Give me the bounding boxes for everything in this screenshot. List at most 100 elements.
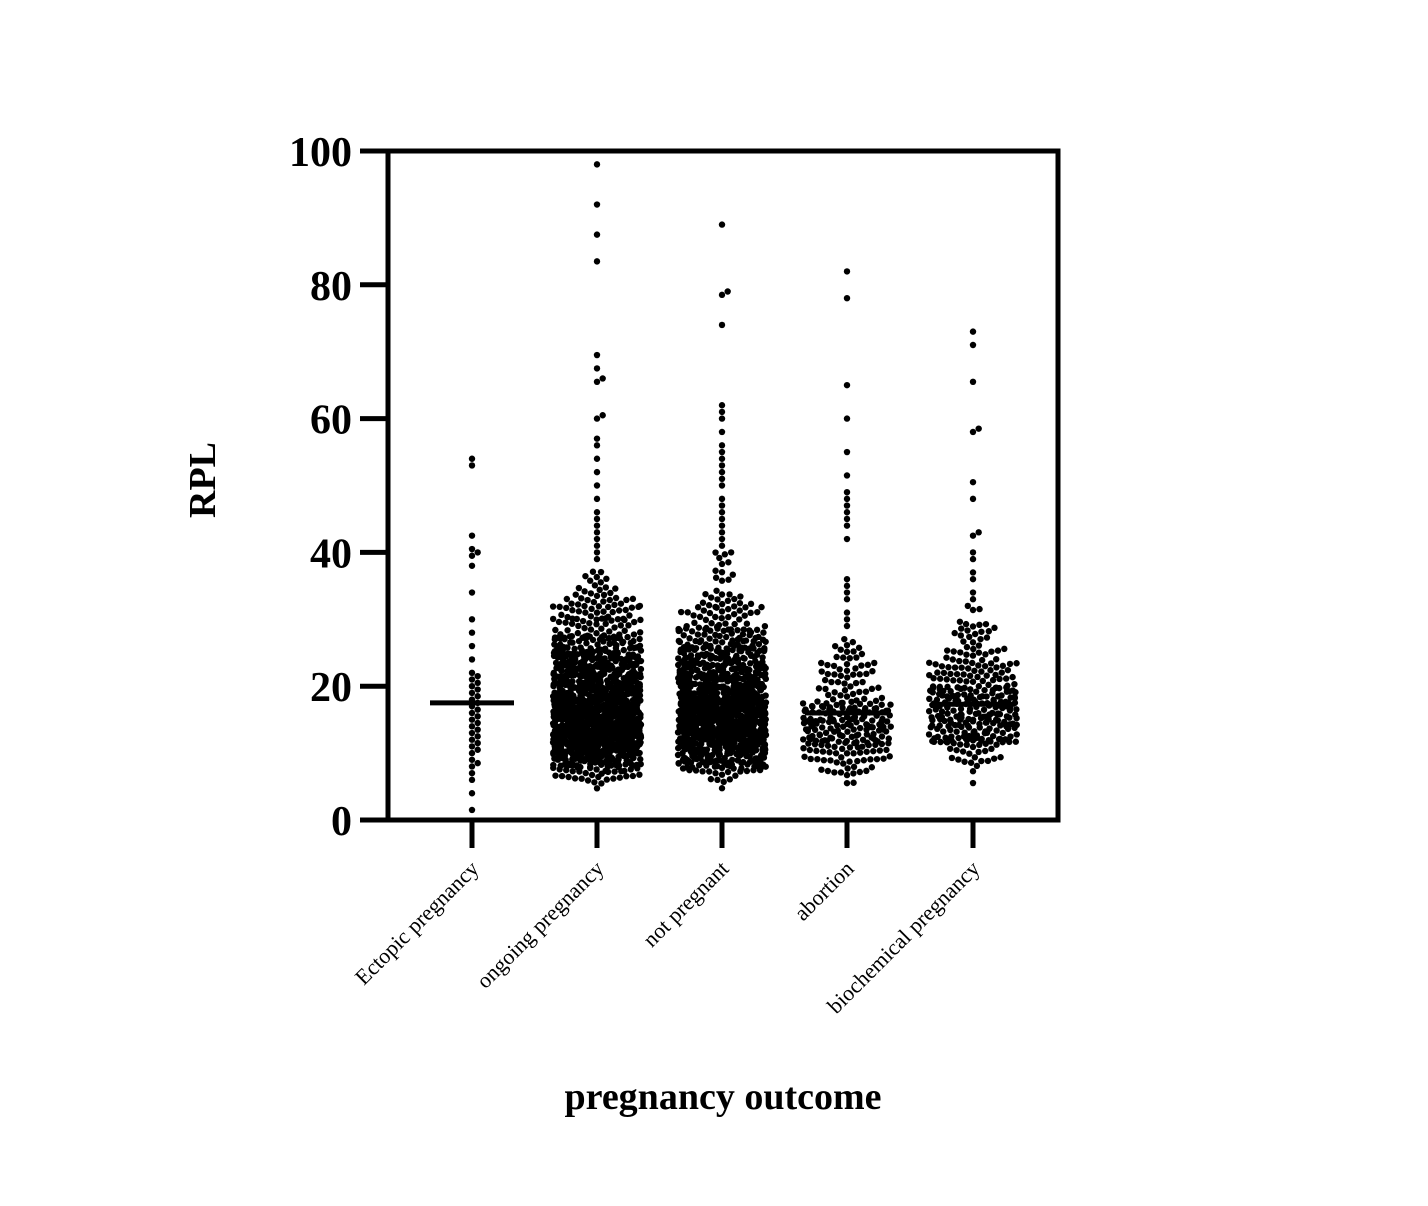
data-point (593, 621, 600, 628)
data-point (979, 693, 986, 700)
data-point (593, 785, 601, 792)
data-point (994, 647, 1002, 654)
data-point (966, 672, 974, 680)
data-point (992, 671, 999, 679)
data-point (718, 291, 726, 299)
data-point (715, 621, 723, 629)
data-point (985, 628, 993, 635)
data-point (578, 775, 585, 782)
data-point (978, 628, 985, 635)
data-point (600, 608, 607, 615)
data-point (836, 666, 843, 673)
data-point (616, 774, 624, 781)
data-point (975, 649, 983, 656)
data-point (589, 568, 597, 575)
data-point (468, 756, 476, 763)
data-point (684, 641, 691, 648)
data-point (854, 757, 861, 765)
data-point (597, 568, 605, 576)
data-point (928, 714, 935, 721)
data-point (967, 692, 974, 699)
data-point (863, 721, 870, 728)
data-point (598, 780, 605, 787)
data-point (474, 739, 481, 747)
data-point (612, 594, 620, 602)
data-point (936, 675, 944, 682)
data-point (468, 683, 476, 690)
data-point (818, 766, 825, 773)
data-point (724, 288, 731, 295)
data-point (822, 729, 830, 737)
data-point (839, 704, 846, 712)
data-point (957, 711, 964, 718)
data-point (723, 645, 730, 652)
data-point (946, 745, 954, 752)
data-point (688, 628, 696, 635)
data-point (936, 683, 944, 691)
data-point (622, 606, 629, 614)
data-point (863, 748, 870, 755)
data-point (718, 577, 726, 584)
data-point (843, 779, 851, 787)
data-point (936, 722, 943, 729)
data-point (819, 724, 826, 731)
data-point (730, 610, 738, 618)
data-point (468, 749, 476, 757)
data-point (677, 608, 685, 616)
data-point (468, 545, 476, 553)
data-point (850, 648, 857, 655)
data-point (986, 725, 993, 732)
data-point (831, 642, 839, 650)
data-point (993, 664, 1000, 671)
data-point (947, 670, 954, 678)
data-point (837, 672, 845, 679)
data-point (880, 755, 887, 762)
data-point (706, 635, 713, 642)
data-point (743, 620, 751, 627)
data-point (843, 622, 851, 630)
data-point (718, 448, 726, 456)
data-point (606, 628, 613, 635)
data-point (705, 768, 713, 775)
data-point (718, 535, 726, 543)
data-point (838, 716, 846, 724)
data-point (979, 677, 987, 685)
data-point (833, 701, 840, 709)
data-point (474, 549, 481, 556)
data-point (582, 609, 589, 616)
data-point (712, 574, 720, 581)
data-point (593, 351, 601, 359)
data-point (940, 728, 947, 735)
data-point (678, 735, 685, 742)
data-point (611, 768, 618, 775)
data-point (960, 638, 967, 645)
data-point (637, 616, 644, 624)
data-point (572, 591, 579, 598)
data-point (818, 668, 825, 675)
data-point (709, 661, 716, 669)
data-point (718, 639, 726, 646)
data-point (875, 684, 882, 691)
data-point (996, 675, 1003, 683)
data-point (998, 692, 1005, 699)
data-point (722, 633, 730, 641)
data-point (690, 612, 697, 619)
data-point (683, 622, 690, 630)
data-point (629, 595, 637, 603)
data-point (969, 779, 977, 787)
data-point (696, 681, 704, 688)
data-point (734, 757, 742, 764)
data-point (817, 716, 824, 723)
data-point (843, 616, 851, 623)
data-point (468, 532, 476, 539)
y-tick-label: 60 (310, 398, 352, 444)
data-point (718, 502, 726, 509)
data-point (849, 690, 857, 698)
data-point (843, 737, 850, 745)
data-point (962, 620, 970, 628)
data-point (718, 455, 726, 462)
data-point (973, 688, 980, 695)
data-point (724, 768, 732, 776)
data-point (680, 632, 687, 639)
data-point (630, 740, 638, 747)
